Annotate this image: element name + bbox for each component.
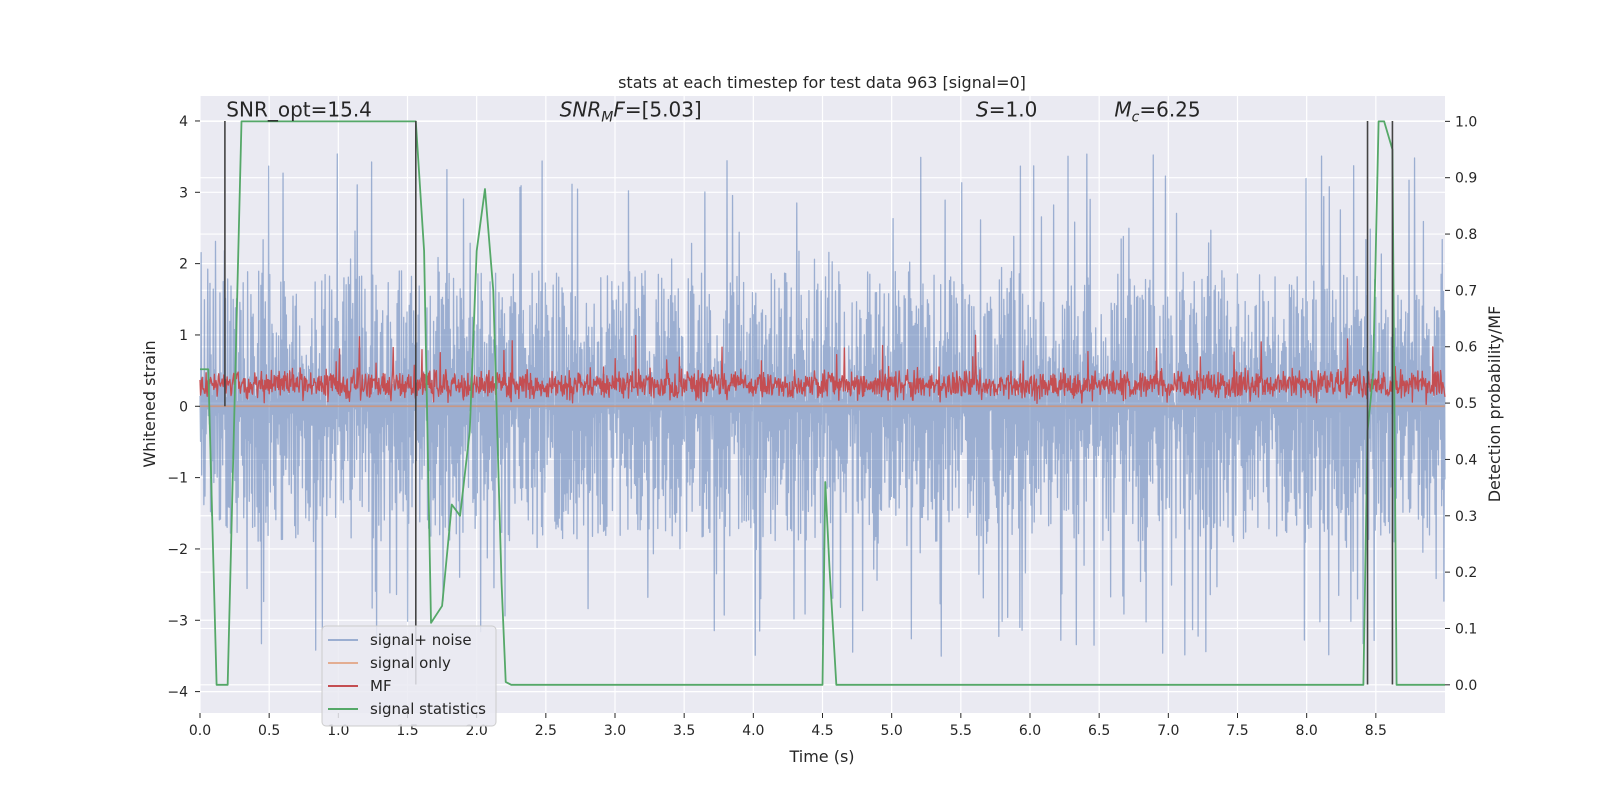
x-tick-label: 0.5 (258, 723, 280, 739)
x-tick-label: 2.0 (466, 723, 488, 739)
y2-tick-label: 0.1 (1455, 621, 1477, 637)
x-tick-label: 5.0 (881, 723, 903, 739)
series-signal-statistics-line (200, 120, 1445, 686)
y-tick-label: 3 (179, 185, 188, 201)
series-layer (199, 120, 1446, 686)
legend-label: signal only (370, 654, 451, 672)
y2-tick-label: 0.0 (1455, 678, 1477, 694)
y-tick-label: 2 (179, 257, 188, 273)
x-tick-label: 2.5 (535, 723, 557, 739)
y-tick-label: −3 (167, 613, 188, 629)
x-tick-label: 6.5 (1088, 723, 1110, 739)
y-tick-label: −4 (167, 685, 188, 701)
annotation-text: SNR_opt=15.4 (226, 97, 372, 121)
annotation-text: SNRMF=[5.03] (560, 97, 702, 125)
y2-tick-label: 0.4 (1455, 452, 1477, 468)
legend: signal+ noise signal only MF signal statist… (321, 625, 497, 727)
y2-tick-label: 0.7 (1455, 283, 1477, 299)
y2-axis-ticks: 0.0 0.1 0.2 0.3 0.4 0.5 0.6 0.7 0.8 0.9 1.0 (1445, 114, 1477, 694)
x-tick-label: 4.0 (742, 723, 764, 739)
y2-tick-label: 0.5 (1455, 396, 1477, 412)
y-tick-label: 1 (179, 328, 188, 344)
plot-area (199, 96, 1446, 713)
series-mf-line (199, 334, 1446, 405)
y2-tick-label: 0.6 (1455, 340, 1477, 356)
x-tick-label: 0.0 (189, 723, 211, 739)
x-tick-label: 1.0 (327, 723, 349, 739)
y-axis-ticks: −4 −3 −2 −1 0 1 2 3 4 (167, 114, 200, 701)
y2-axis-label: Detection probability/MF (1485, 306, 1504, 503)
y-tick-label: 4 (179, 114, 188, 130)
legend-box (321, 625, 497, 727)
y-tick-label: 0 (179, 399, 188, 415)
annotations: SNR_opt=15.4 SNRMF=[5.03] S=1.0 Mc=6.25 (226, 97, 1200, 125)
y2-tick-label: 1.0 (1455, 114, 1477, 130)
y2-tick-label: 0.9 (1455, 171, 1477, 187)
y-tick-label: −1 (167, 471, 188, 487)
x-tick-label: 4.5 (811, 723, 833, 739)
x-tick-label: 7.0 (1157, 723, 1179, 739)
x-axis-label: Time (s) (788, 747, 854, 766)
legend-label: signal statistics (370, 700, 486, 718)
x-tick-label: 6.0 (1019, 723, 1041, 739)
y2-tick-label: 0.8 (1455, 227, 1477, 243)
y2-tick-label: 0.2 (1455, 565, 1477, 581)
x-tick-label: 8.5 (1365, 723, 1387, 739)
x-axis-ticks: 0.0 0.5 1.0 1.5 2.0 2.5 3.0 3.5 4.0 4.5 5.0 5.5 6.0 6… (189, 713, 1387, 739)
series-signal-noise-line (199, 153, 1446, 657)
legend-label: MF (370, 677, 392, 695)
x-tick-label: 7.5 (1226, 723, 1248, 739)
x-tick-label: 3.5 (673, 723, 695, 739)
y-axis-label: Whitened strain (140, 340, 159, 467)
y-tick-label: −2 (167, 542, 188, 558)
x-tick-label: 5.5 (950, 723, 972, 739)
y2-tick-label: 0.3 (1455, 509, 1477, 525)
x-tick-label: 8.0 (1296, 723, 1318, 739)
chart-title: stats at each timestep for test data 963… (618, 73, 1026, 92)
x-tick-label: 1.5 (396, 723, 418, 739)
legend-label: signal+ noise (370, 631, 472, 649)
annotation-text: Mc=6.25 (1114, 97, 1200, 125)
x-tick-label: 3.0 (604, 723, 626, 739)
annotation-text: S=1.0 (976, 97, 1037, 121)
vertical-markers (224, 120, 1394, 685)
